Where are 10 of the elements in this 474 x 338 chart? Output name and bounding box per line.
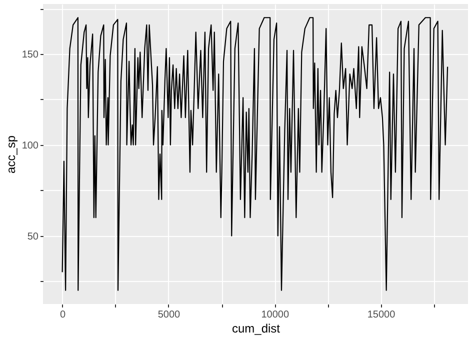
x-tick-label: 10000 xyxy=(261,310,290,320)
y-tick-label: 150 xyxy=(22,50,39,60)
line-series xyxy=(62,17,448,291)
y-axis-title: acc_sp xyxy=(4,135,18,174)
y-tick-label: 100 xyxy=(22,140,39,152)
x-tick-label: 5000 xyxy=(158,310,181,320)
x-tick-label: 0 xyxy=(60,310,66,320)
x-axis-title: cum_dist xyxy=(232,322,281,336)
x-tick-label: 15000 xyxy=(367,310,396,320)
y-tick-label: 50 xyxy=(27,231,39,242)
